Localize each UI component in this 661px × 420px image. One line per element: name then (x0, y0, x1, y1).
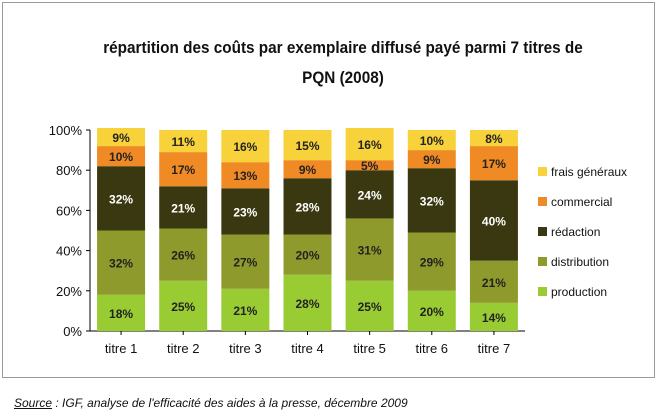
y-tick-label: 0% (63, 324, 82, 339)
x-tick-label: titre 4 (291, 341, 324, 356)
data-label: 10% (109, 150, 133, 164)
data-label: 21% (233, 304, 257, 318)
bar-segment (469, 146, 518, 181)
data-label: 11% (172, 135, 196, 149)
data-label: 32% (109, 257, 133, 271)
data-label: 9% (299, 163, 317, 177)
y-tick-label: 60% (56, 203, 82, 218)
bar-segment (97, 127, 146, 147)
data-label: 28% (295, 200, 319, 214)
chart-title: répartition des coûts par exemplaire dif… (103, 38, 583, 87)
data-label: 26% (171, 249, 195, 263)
data-label: 10% (420, 134, 444, 148)
data-label: 18% (109, 307, 133, 321)
bar-segment (407, 232, 456, 291)
legend-label: production (551, 285, 607, 299)
data-label: 16% (233, 140, 257, 154)
bar-segment (345, 218, 394, 281)
bar-segment (221, 288, 270, 331)
y-tick-label: 20% (56, 284, 82, 299)
bar-segment (469, 260, 518, 303)
x-tick-label: titre 3 (229, 341, 262, 356)
data-label: 14% (482, 311, 506, 325)
source-label: Source (14, 396, 53, 410)
data-label: 13% (233, 169, 257, 183)
bar-segment (283, 274, 332, 331)
bar-segment (283, 178, 332, 235)
y-tick-label: 80% (56, 163, 82, 178)
data-label: 32% (109, 192, 133, 206)
x-tick-label: titre 5 (353, 341, 386, 356)
bar-segment (283, 160, 332, 179)
data-label: 28% (295, 297, 319, 311)
data-label: 9% (112, 131, 130, 145)
legend-label: frais généraux (551, 165, 627, 179)
legend-label: rédaction (551, 225, 600, 239)
data-label: 17% (171, 163, 195, 177)
data-label: 20% (295, 249, 319, 263)
bar-segment (97, 166, 146, 231)
data-label: 23% (233, 205, 257, 219)
data-label: 25% (358, 300, 382, 314)
x-tick-label: titre 7 (478, 341, 511, 356)
bar-segment (97, 146, 146, 167)
bar-segment (407, 168, 456, 233)
bar-segment (221, 130, 270, 163)
bar-segment (221, 188, 270, 235)
data-label: 32% (420, 194, 444, 208)
y-tick-label: 100% (49, 123, 83, 138)
bar-segment (345, 127, 394, 161)
x-tick-label: titre 1 (105, 341, 138, 356)
data-label: 17% (482, 157, 506, 171)
bar-segment (283, 234, 332, 275)
bar-segment (159, 280, 208, 331)
bar-segment (159, 228, 208, 281)
data-label: 25% (171, 300, 195, 314)
data-label: 24% (358, 188, 382, 202)
data-label: 27% (233, 256, 257, 270)
data-label: 31% (358, 244, 382, 258)
legend-swatch (538, 167, 547, 176)
bar-segment (407, 290, 456, 331)
legend-swatch (538, 197, 547, 206)
data-label: 9% (423, 153, 441, 167)
data-label: 29% (420, 256, 444, 270)
bar-segment (469, 130, 518, 147)
data-label: 21% (482, 276, 506, 290)
bar-segment (159, 130, 208, 153)
bar-segment (345, 160, 394, 171)
bar-segment (345, 170, 394, 219)
bar-segment (221, 162, 270, 189)
legend-swatch (538, 257, 547, 266)
data-label: 40% (482, 214, 506, 228)
legend-swatch (538, 227, 547, 236)
source-note: Source : IGF, analyse de l'efficacité de… (14, 396, 408, 410)
bar-segment (159, 152, 208, 187)
bar-segment (407, 130, 456, 151)
source-text: : IGF, analyse de l'efficacité des aides… (52, 396, 408, 410)
bar-segment (283, 130, 332, 161)
data-label: 15% (295, 139, 319, 153)
bar-segment (407, 150, 456, 169)
bar-segment (469, 302, 518, 331)
data-label: 8% (485, 132, 503, 146)
data-label: 5% (361, 159, 379, 173)
legend-label: distribution (551, 255, 609, 269)
bar-segment (469, 180, 518, 261)
x-tick-label: titre 6 (416, 341, 449, 356)
bar-segment (159, 186, 208, 229)
bar-segment (97, 294, 146, 331)
bar-segment (345, 280, 394, 331)
legend-label: commercial (551, 195, 612, 209)
x-tick-label: titre 2 (167, 341, 200, 356)
bar-segment (221, 234, 270, 289)
data-label: 20% (420, 305, 444, 319)
data-label: 16% (358, 138, 382, 152)
data-label: 21% (171, 201, 195, 215)
legend-swatch (538, 287, 547, 296)
y-tick-label: 40% (56, 244, 82, 259)
bar-segment (97, 230, 146, 295)
